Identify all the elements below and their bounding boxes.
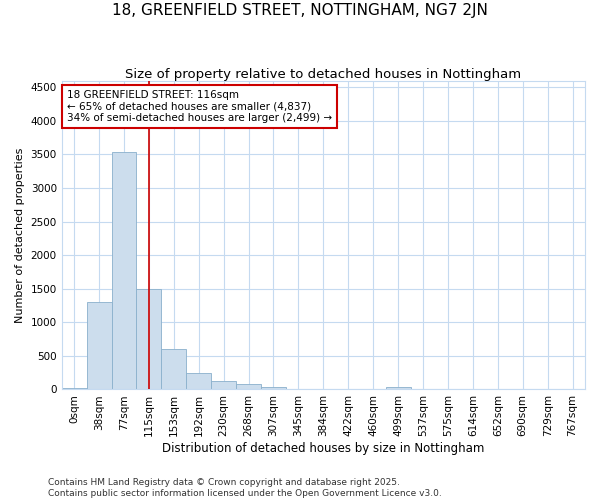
Bar <box>86 302 112 390</box>
Bar <box>386 388 410 390</box>
Bar <box>236 384 261 390</box>
Title: Size of property relative to detached houses in Nottingham: Size of property relative to detached ho… <box>125 68 521 80</box>
Bar <box>62 388 86 390</box>
Bar <box>161 349 186 390</box>
Bar <box>261 388 286 390</box>
X-axis label: Distribution of detached houses by size in Nottingham: Distribution of detached houses by size … <box>162 442 485 455</box>
Text: Contains HM Land Registry data © Crown copyright and database right 2025.
Contai: Contains HM Land Registry data © Crown c… <box>48 478 442 498</box>
Bar <box>211 380 236 390</box>
Bar <box>286 389 311 390</box>
Text: 18 GREENFIELD STREET: 116sqm
← 65% of detached houses are smaller (4,837)
34% of: 18 GREENFIELD STREET: 116sqm ← 65% of de… <box>67 90 332 123</box>
Bar <box>112 152 136 390</box>
Y-axis label: Number of detached properties: Number of detached properties <box>15 148 25 322</box>
Bar <box>136 288 161 390</box>
Bar <box>186 372 211 390</box>
Text: 18, GREENFIELD STREET, NOTTINGHAM, NG7 2JN: 18, GREENFIELD STREET, NOTTINGHAM, NG7 2… <box>112 2 488 18</box>
